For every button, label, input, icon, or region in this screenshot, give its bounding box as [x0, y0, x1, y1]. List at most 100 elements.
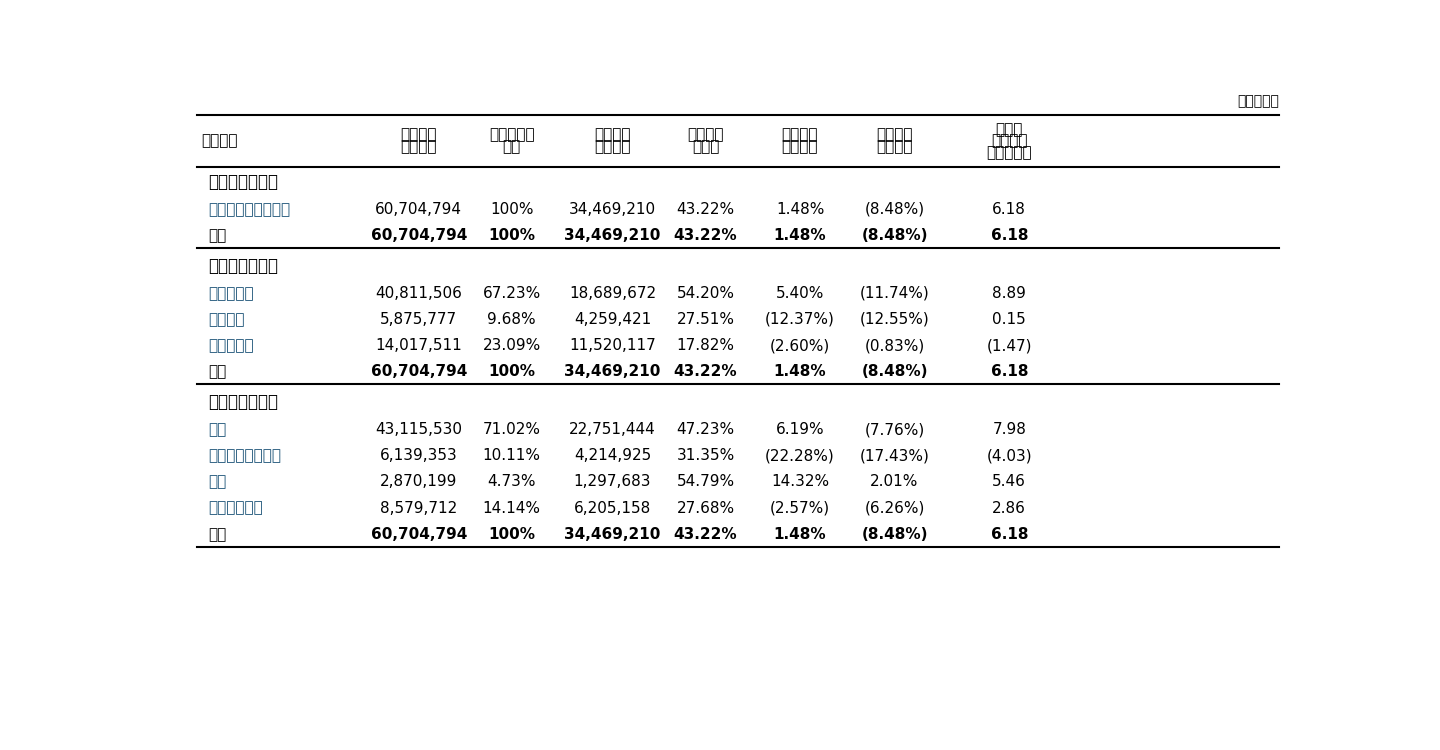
Text: (7.76%): (7.76%) — [864, 422, 924, 437]
Text: 54.79%: 54.79% — [677, 475, 734, 490]
Text: 60,704,794: 60,704,794 — [370, 526, 467, 542]
Text: (2.57%): (2.57%) — [770, 500, 829, 515]
Text: 营业成本: 营业成本 — [877, 128, 913, 142]
Text: (6.26%): (6.26%) — [864, 500, 924, 515]
Text: (0.83%): (0.83%) — [864, 338, 924, 353]
Text: 8.89: 8.89 — [992, 286, 1027, 301]
Text: 9.68%: 9.68% — [487, 312, 536, 327]
Text: 6.19%: 6.19% — [776, 422, 824, 437]
Text: 2,870,199: 2,870,199 — [380, 475, 458, 490]
Text: 非洲: 非洲 — [207, 475, 226, 490]
Text: 同比增减: 同比增减 — [991, 134, 1028, 148]
Text: 34,469,210: 34,469,210 — [564, 526, 661, 542]
Text: 27.51%: 27.51% — [677, 312, 734, 327]
Text: 2.01%: 2.01% — [870, 475, 919, 490]
Text: 43.22%: 43.22% — [677, 202, 734, 217]
Text: 71.02%: 71.02% — [482, 422, 540, 437]
Text: (12.37%): (12.37%) — [765, 312, 835, 327]
Text: (8.48%): (8.48%) — [864, 202, 924, 217]
Text: 单位：千元: 单位：千元 — [1237, 94, 1279, 109]
Text: 34,469,210: 34,469,210 — [564, 364, 661, 380]
Text: 同比增减: 同比增减 — [782, 139, 818, 154]
Text: 1.48%: 1.48% — [773, 526, 827, 542]
Text: 18,689,672: 18,689,672 — [569, 286, 657, 301]
Text: 1,297,683: 1,297,683 — [573, 475, 651, 490]
Text: 4,259,421: 4,259,421 — [573, 312, 651, 327]
Text: 54.20%: 54.20% — [677, 286, 734, 301]
Text: 6.18: 6.18 — [991, 228, 1028, 243]
Text: 5.40%: 5.40% — [776, 286, 824, 301]
Text: 100%: 100% — [488, 228, 536, 243]
Text: 43.22%: 43.22% — [674, 364, 737, 380]
Text: 10.11%: 10.11% — [482, 448, 540, 464]
Text: 本报告期: 本报告期 — [400, 128, 436, 142]
Text: 一、按行业划分: 一、按行业划分 — [207, 172, 278, 190]
Text: 本报告期: 本报告期 — [595, 128, 631, 142]
Text: 6.18: 6.18 — [991, 526, 1028, 542]
Text: 43.22%: 43.22% — [674, 526, 737, 542]
Text: 31.35%: 31.35% — [677, 448, 734, 464]
Text: 43.22%: 43.22% — [674, 228, 737, 243]
Text: 34,469,210: 34,469,210 — [569, 202, 657, 217]
Text: 通讯设备类制造行业: 通讯设备类制造行业 — [207, 202, 289, 217]
Text: 47.23%: 47.23% — [677, 422, 734, 437]
Text: 34,469,210: 34,469,210 — [564, 228, 661, 243]
Text: 1.48%: 1.48% — [773, 364, 827, 380]
Text: 占营业收入: 占营业收入 — [490, 128, 534, 142]
Text: 营业收入: 营业收入 — [400, 139, 436, 154]
Text: 11,520,117: 11,520,117 — [569, 338, 655, 353]
Text: 中国: 中国 — [207, 422, 226, 437]
Text: 消费者业务: 消费者业务 — [207, 338, 253, 353]
Text: 4,214,925: 4,214,925 — [573, 448, 651, 464]
Text: (8.48%): (8.48%) — [861, 526, 927, 542]
Text: 毛利率: 毛利率 — [691, 139, 719, 154]
Text: 67.23%: 67.23% — [482, 286, 541, 301]
Text: 6.18: 6.18 — [991, 364, 1028, 380]
Text: 收入构成: 收入构成 — [202, 134, 238, 148]
Text: 100%: 100% — [490, 202, 533, 217]
Text: (11.74%): (11.74%) — [860, 286, 929, 301]
Text: 5.46: 5.46 — [992, 475, 1027, 490]
Text: 本报告期: 本报告期 — [687, 128, 724, 142]
Text: 7.98: 7.98 — [992, 422, 1027, 437]
Text: 0.15: 0.15 — [992, 312, 1027, 327]
Text: 合计: 合计 — [207, 228, 226, 243]
Text: 27.68%: 27.68% — [677, 500, 734, 515]
Text: 43,115,530: 43,115,530 — [376, 422, 462, 437]
Text: (4.03): (4.03) — [986, 448, 1032, 464]
Text: 5,875,777: 5,875,777 — [380, 312, 458, 327]
Text: 40,811,506: 40,811,506 — [376, 286, 462, 301]
Text: 合计: 合计 — [207, 364, 226, 380]
Text: (17.43%): (17.43%) — [860, 448, 929, 464]
Text: 欧美及大洋洲: 欧美及大洋洲 — [207, 500, 262, 515]
Text: 100%: 100% — [488, 364, 536, 380]
Text: 毛利率: 毛利率 — [995, 122, 1022, 136]
Text: 亚洲（不含中国）: 亚洲（不含中国） — [207, 448, 281, 464]
Text: 23.09%: 23.09% — [482, 338, 541, 353]
Text: （百分点）: （百分点） — [986, 145, 1032, 160]
Text: 14,017,511: 14,017,511 — [376, 338, 462, 353]
Text: 二、按业务划分: 二、按业务划分 — [207, 256, 278, 274]
Text: 60,704,794: 60,704,794 — [376, 202, 462, 217]
Text: 三、按地区划分: 三、按地区划分 — [207, 393, 278, 411]
Text: 60,704,794: 60,704,794 — [370, 228, 467, 243]
Text: (8.48%): (8.48%) — [861, 228, 927, 243]
Text: 100%: 100% — [488, 526, 536, 542]
Text: (22.28%): (22.28%) — [765, 448, 835, 464]
Text: 22,751,444: 22,751,444 — [569, 422, 655, 437]
Text: 1.48%: 1.48% — [776, 202, 824, 217]
Text: 4.73%: 4.73% — [488, 475, 536, 490]
Text: 合计: 合计 — [207, 526, 226, 542]
Text: 2.86: 2.86 — [992, 500, 1027, 515]
Text: 6.18: 6.18 — [992, 202, 1027, 217]
Text: 营业收入: 营业收入 — [782, 128, 818, 142]
Text: 比重: 比重 — [503, 139, 521, 154]
Text: 营业成本: 营业成本 — [595, 139, 631, 154]
Text: (12.55%): (12.55%) — [860, 312, 929, 327]
Text: (1.47): (1.47) — [986, 338, 1032, 353]
Text: 1.48%: 1.48% — [773, 228, 827, 243]
Text: 6,139,353: 6,139,353 — [380, 448, 458, 464]
Text: 60,704,794: 60,704,794 — [370, 364, 467, 380]
Text: 政企业务: 政企业务 — [207, 312, 245, 327]
Text: 8,579,712: 8,579,712 — [380, 500, 458, 515]
